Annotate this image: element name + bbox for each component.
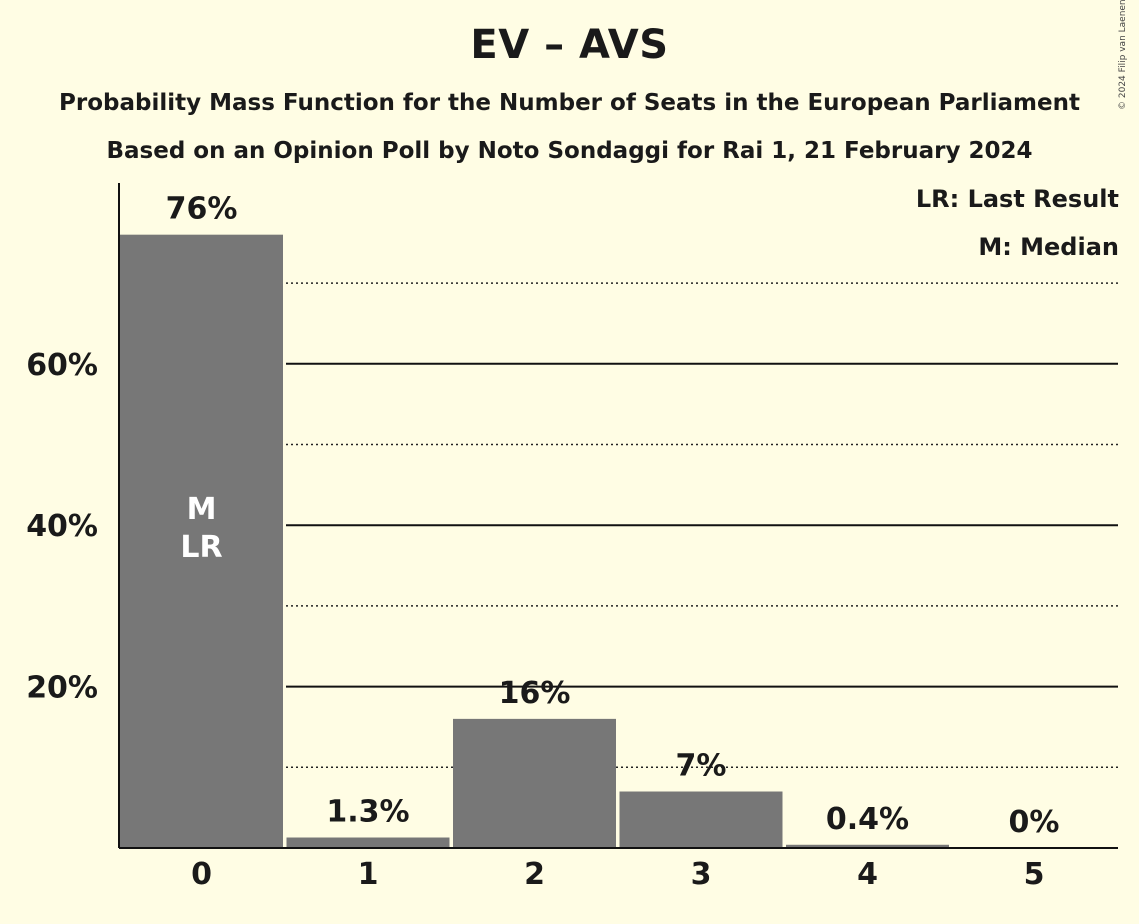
bar-value-label: 16% xyxy=(499,676,571,711)
y-tick-label: 40% xyxy=(26,509,98,544)
x-tick-label: 3 xyxy=(691,857,712,892)
bar-marker-label: M xyxy=(187,492,217,527)
x-tick-label: 2 xyxy=(524,857,545,892)
x-tick-label: 0 xyxy=(191,857,212,892)
bar-value-label: 76% xyxy=(166,192,238,227)
bar xyxy=(453,718,616,848)
chart-source-subtitle: Based on an Opinion Poll by Noto Sondagg… xyxy=(106,138,1033,164)
x-tick-label: 4 xyxy=(857,857,878,892)
x-tick-label: 5 xyxy=(1024,857,1045,892)
bar xyxy=(786,844,949,848)
bar xyxy=(120,234,283,848)
y-tick-label: 60% xyxy=(26,348,98,383)
chart-subtitle: Probability Mass Function for the Number… xyxy=(59,90,1080,116)
bar-value-label: 7% xyxy=(676,749,727,784)
bar-marker-label: LR xyxy=(180,530,222,565)
legend-last-result: LR: Last Result xyxy=(915,185,1119,213)
y-tick-label: 20% xyxy=(26,671,98,706)
bar-value-label: 0% xyxy=(1009,805,1060,840)
chart-title: EV – AVS xyxy=(470,22,669,68)
x-tick-label: 1 xyxy=(358,857,379,892)
bar-value-label: 1.3% xyxy=(326,795,409,830)
legend-median: M: Median xyxy=(978,233,1119,261)
bar-value-label: 0.4% xyxy=(826,802,909,837)
bar xyxy=(286,837,450,848)
bar xyxy=(619,791,783,848)
